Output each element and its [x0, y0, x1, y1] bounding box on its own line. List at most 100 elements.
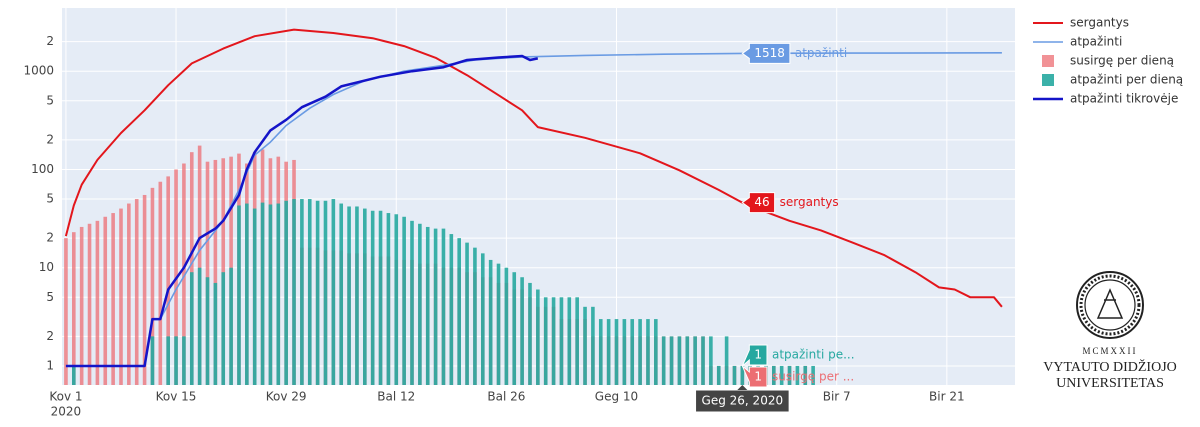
bar [410, 220, 414, 385]
bar [284, 200, 288, 385]
y-tick-label: 5 [46, 93, 54, 107]
hover-label: 1518 atpažinti [741, 42, 847, 64]
bar [638, 319, 642, 385]
bar [245, 203, 249, 385]
hover-label: 1 atpažinti pe... [741, 344, 855, 367]
bar [370, 210, 375, 385]
x-tick-label: Bir 7 [823, 390, 851, 404]
bar [150, 187, 155, 385]
x-year-label: 2020 [51, 405, 82, 419]
bar [591, 306, 595, 385]
bar [622, 319, 627, 385]
bar [701, 336, 705, 385]
hover-label: 46 sergantys [741, 192, 839, 214]
bar [205, 277, 210, 385]
bar [205, 161, 210, 385]
bar [559, 297, 564, 385]
bar [79, 226, 84, 385]
hover-name: atpažinti [795, 46, 847, 60]
bar [465, 242, 469, 385]
y-tick-label: 5 [46, 290, 54, 304]
bar [732, 365, 737, 385]
bar [504, 267, 509, 385]
bar [331, 199, 336, 385]
x-tick-label: Bal 26 [487, 390, 525, 404]
bar [150, 336, 155, 385]
bar [323, 200, 328, 385]
hover-name: atpažinti pe... [772, 347, 855, 361]
bar [64, 238, 68, 385]
bar [71, 232, 76, 385]
logo-year: MCMXXII [1082, 346, 1137, 356]
bar [425, 226, 430, 385]
bar [119, 208, 123, 385]
y-tick-label: 2 [46, 34, 54, 48]
bar [528, 282, 532, 385]
y-tick-label: 100 [31, 162, 54, 176]
bar [543, 297, 548, 385]
bar [315, 200, 320, 385]
bar [142, 194, 147, 385]
bar [606, 319, 611, 385]
bar [213, 159, 218, 385]
bar [567, 297, 572, 385]
hover-box [741, 192, 776, 214]
y-tick-label: 2 [46, 231, 54, 245]
bar [87, 223, 92, 385]
bar [252, 208, 257, 385]
bar [598, 319, 603, 385]
hover-value: 1518 [754, 46, 785, 60]
bar [803, 365, 808, 385]
seal-emblem [1096, 288, 1124, 319]
bar [488, 259, 493, 385]
bar [103, 216, 108, 385]
hover-x-label: Geg 26, 2020 [695, 385, 790, 413]
bar [339, 203, 344, 385]
logo: MCMXXII VYTAUTO DIDŽIOJO UNIVERSITETAS [1043, 271, 1177, 391]
bar [693, 336, 697, 385]
bar [512, 272, 517, 385]
bar [661, 336, 666, 385]
bar [724, 336, 729, 385]
bar [189, 152, 194, 385]
x-tick-label: Kov 29 [266, 390, 307, 404]
bar [111, 213, 115, 385]
bar [355, 206, 359, 385]
bar [300, 199, 304, 385]
bar [221, 158, 226, 385]
logo-line: VYTAUTO DIDŽIOJO [1043, 358, 1177, 375]
bar [709, 336, 713, 385]
hover-value: 46 [754, 195, 769, 209]
bar [551, 297, 556, 385]
bar [95, 220, 100, 385]
bar [441, 228, 446, 385]
bar [237, 205, 241, 385]
bar [71, 365, 76, 385]
hover-label: 1 susirgę per ... [741, 365, 854, 388]
x-tick-label: Geg 10 [595, 390, 638, 404]
bar [772, 365, 776, 385]
bar [536, 289, 540, 385]
bar [166, 176, 170, 385]
bar [811, 365, 815, 385]
bar [654, 319, 658, 385]
bar [575, 297, 579, 385]
bar [260, 202, 265, 385]
y-tick-label: 2 [46, 329, 54, 343]
bar [182, 336, 186, 385]
legend-label: atpažinti per dieną [1070, 73, 1183, 87]
hover-box [741, 344, 768, 367]
bar [779, 365, 784, 385]
y-tick-label: 5 [46, 192, 54, 206]
line [64, 28, 1003, 308]
x-tick-label: Kov 15 [156, 390, 197, 404]
legend-label: susirgę per dieną [1070, 54, 1174, 68]
plot [64, 28, 1003, 385]
bar [716, 365, 721, 385]
bar [386, 213, 391, 385]
bar [787, 365, 792, 385]
bar [394, 214, 399, 385]
bar [292, 199, 296, 385]
bar [174, 336, 178, 385]
